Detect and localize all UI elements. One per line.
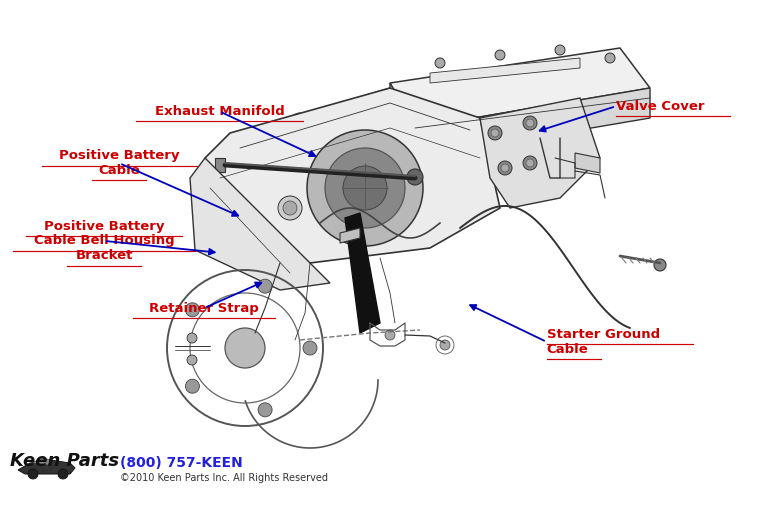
Text: Starter Ground: Starter Ground (547, 328, 660, 341)
Circle shape (495, 50, 505, 60)
Text: Valve Cover: Valve Cover (616, 99, 705, 113)
Circle shape (407, 169, 423, 185)
Circle shape (385, 330, 395, 340)
Text: Cable: Cable (547, 343, 588, 356)
Circle shape (325, 148, 405, 228)
Circle shape (187, 355, 197, 365)
Circle shape (283, 201, 297, 215)
Circle shape (526, 159, 534, 167)
Text: Positive Battery: Positive Battery (59, 149, 179, 162)
Circle shape (523, 156, 537, 170)
Circle shape (440, 340, 450, 350)
Circle shape (501, 164, 509, 172)
Circle shape (498, 161, 512, 175)
Circle shape (303, 341, 317, 355)
Circle shape (187, 333, 197, 343)
Text: Bracket: Bracket (75, 249, 132, 262)
Circle shape (258, 403, 272, 417)
Polygon shape (430, 58, 580, 83)
Polygon shape (390, 83, 415, 158)
Polygon shape (480, 98, 600, 208)
Circle shape (307, 130, 423, 246)
Text: Retainer Strap: Retainer Strap (149, 301, 259, 315)
Polygon shape (345, 213, 380, 333)
Circle shape (488, 126, 502, 140)
Polygon shape (18, 460, 75, 474)
Circle shape (58, 469, 68, 479)
Text: Cable Bell Housing: Cable Bell Housing (34, 234, 174, 248)
Polygon shape (32, 458, 52, 465)
Circle shape (186, 379, 199, 393)
Text: ©2010 Keen Parts Inc. All Rights Reserved: ©2010 Keen Parts Inc. All Rights Reserve… (120, 473, 328, 483)
Circle shape (523, 116, 537, 130)
Circle shape (605, 53, 615, 63)
Circle shape (28, 469, 38, 479)
Text: (800) 757-KEEN: (800) 757-KEEN (120, 456, 243, 470)
Circle shape (555, 45, 565, 55)
Circle shape (225, 328, 265, 368)
Polygon shape (340, 143, 385, 168)
Text: Keen Parts: Keen Parts (11, 452, 119, 470)
Polygon shape (390, 48, 650, 128)
Circle shape (435, 58, 445, 68)
Polygon shape (265, 88, 415, 183)
Circle shape (343, 166, 387, 210)
Circle shape (278, 196, 302, 220)
Text: Positive Battery: Positive Battery (44, 220, 164, 233)
Circle shape (186, 303, 199, 317)
Polygon shape (575, 153, 600, 173)
Circle shape (491, 129, 499, 137)
Polygon shape (215, 158, 225, 172)
Circle shape (526, 119, 534, 127)
Polygon shape (205, 88, 500, 263)
Polygon shape (340, 228, 360, 243)
Text: Exhaust Manifold: Exhaust Manifold (155, 105, 284, 118)
Circle shape (654, 259, 666, 271)
Polygon shape (415, 88, 650, 158)
Circle shape (258, 279, 272, 293)
Text: Cable: Cable (99, 164, 140, 177)
Polygon shape (190, 158, 330, 290)
